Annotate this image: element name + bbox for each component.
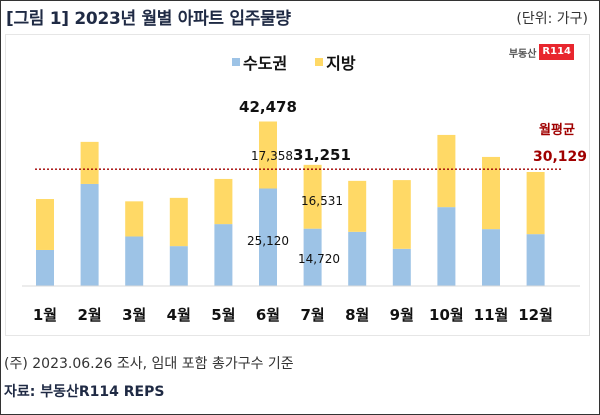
- bar-regional-8: [348, 180, 367, 232]
- average-label: 월평균: [539, 122, 575, 138]
- x-tick-label: 3월: [122, 306, 146, 324]
- logo-badge: R114: [539, 44, 574, 60]
- bar-regional-9: [392, 180, 411, 249]
- bar-regional-12: [526, 171, 545, 235]
- x-tick-label: 12월: [518, 306, 553, 324]
- data-label: 17,358: [251, 149, 293, 163]
- bar-regional-5: [214, 178, 233, 225]
- bar-capital-11: [482, 229, 500, 286]
- source-label: 자료: 부동산R114 REPS: [4, 384, 165, 400]
- r114-logo: 부동산 R114: [509, 44, 574, 60]
- bar-capital-1: [36, 249, 54, 286]
- bar-capital-6: [259, 188, 277, 286]
- legend: 수도권 지방: [232, 50, 356, 74]
- x-tick-label: 2월: [77, 306, 101, 324]
- bar-capital-2: [80, 183, 99, 286]
- x-tick-label: 9월: [390, 306, 414, 324]
- legend-swatch-capital: [232, 58, 240, 66]
- legend-swatch-regional: [315, 58, 324, 66]
- logo-text: 부동산: [508, 48, 537, 60]
- legend-label-regional: 지방: [326, 54, 356, 73]
- bar-capital-4: [169, 246, 188, 286]
- bar-regional-4: [169, 197, 188, 247]
- data-label: 25,120: [247, 234, 289, 248]
- unit-label: (단위: 가구): [516, 11, 588, 27]
- bar-capital-8: [348, 231, 367, 286]
- x-tick-label: 11월: [474, 306, 509, 324]
- bar-regional-2: [80, 141, 99, 184]
- legend-item-capital: 수도권: [232, 50, 287, 74]
- bar-regional-10: [437, 134, 456, 208]
- data-label: 31,251: [293, 146, 351, 164]
- bar-capital-7: [303, 228, 322, 286]
- data-label: 42,478: [239, 98, 297, 116]
- x-tick-label: 6월: [256, 306, 280, 324]
- average-value: 30,129: [533, 149, 587, 165]
- bar-regional-1: [36, 199, 54, 250]
- footnote: (주) 2023.06.26 조사, 임대 포함 총가구수 기준: [4, 356, 294, 372]
- bar-regional-6: [259, 121, 277, 189]
- data-label: 16,531: [301, 194, 343, 208]
- data-label: 14,720: [298, 252, 340, 266]
- x-tick-label: 8월: [345, 306, 369, 324]
- figure-title: [그림 1] 2023년 월별 아파트 입주물량: [6, 9, 291, 29]
- x-tick-label: 5월: [211, 306, 235, 324]
- bar-regional-3: [125, 201, 144, 237]
- x-tick-label: 1월: [33, 306, 57, 324]
- bar-capital-3: [125, 236, 144, 286]
- bar-capital-5: [214, 224, 233, 286]
- bar-regional-11: [482, 156, 500, 230]
- bar-capital-12: [526, 234, 545, 286]
- x-tick-label: 4월: [167, 306, 191, 324]
- legend-label-capital: 수도권: [243, 54, 288, 73]
- x-tick-label: 10월: [429, 306, 464, 324]
- bar-capital-10: [437, 207, 456, 286]
- x-tick-label: 7월: [300, 306, 324, 324]
- bar-capital-9: [392, 248, 411, 286]
- bar-regional-7: [303, 164, 322, 229]
- legend-item-regional: 지방: [315, 50, 356, 74]
